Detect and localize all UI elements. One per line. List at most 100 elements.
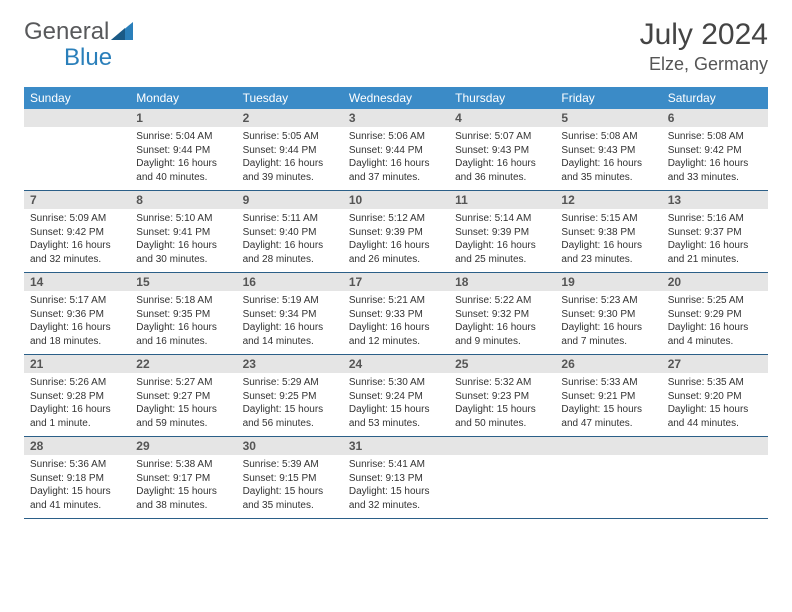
day-number: 19: [555, 273, 661, 291]
day-data: Sunrise: 5:17 AMSunset: 9:36 PMDaylight:…: [24, 291, 130, 354]
daylight-line: and 7 minutes.: [561, 335, 655, 349]
dow-wednesday: Wednesday: [343, 87, 449, 109]
day-number: 4: [449, 109, 555, 127]
day-cell: 1Sunrise: 5:04 AMSunset: 9:44 PMDaylight…: [130, 109, 236, 191]
sunset-line: Sunset: 9:38 PM: [561, 226, 655, 240]
daylight-line: Daylight: 15 hours: [30, 485, 124, 499]
day-data: Sunrise: 5:10 AMSunset: 9:41 PMDaylight:…: [130, 209, 236, 272]
sunset-line: Sunset: 9:41 PM: [136, 226, 230, 240]
sunrise-line: Sunrise: 5:22 AM: [455, 294, 549, 308]
daylight-line: Daylight: 16 hours: [668, 157, 762, 171]
day-data: Sunrise: 5:41 AMSunset: 9:13 PMDaylight:…: [343, 455, 449, 518]
day-cell: [449, 437, 555, 519]
day-cell: 25Sunrise: 5:32 AMSunset: 9:23 PMDayligh…: [449, 355, 555, 437]
daylight-line: and 4 minutes.: [668, 335, 762, 349]
daylight-line: Daylight: 16 hours: [668, 239, 762, 253]
day-cell: 2Sunrise: 5:05 AMSunset: 9:44 PMDaylight…: [237, 109, 343, 191]
daylight-line: Daylight: 16 hours: [30, 321, 124, 335]
day-data: Sunrise: 5:36 AMSunset: 9:18 PMDaylight:…: [24, 455, 130, 518]
day-data: Sunrise: 5:21 AMSunset: 9:33 PMDaylight:…: [343, 291, 449, 354]
sunrise-line: Sunrise: 5:05 AM: [243, 130, 337, 144]
sunrise-line: Sunrise: 5:14 AM: [455, 212, 549, 226]
day-cell: 27Sunrise: 5:35 AMSunset: 9:20 PMDayligh…: [662, 355, 768, 437]
day-number: 18: [449, 273, 555, 291]
day-number: 29: [130, 437, 236, 455]
month-title: July 2024: [640, 18, 768, 52]
sunrise-line: Sunrise: 5:19 AM: [243, 294, 337, 308]
title-block: July 2024 Elze, Germany: [640, 18, 768, 75]
daylight-line: Daylight: 16 hours: [349, 321, 443, 335]
daylight-line: Daylight: 16 hours: [561, 321, 655, 335]
day-cell: 16Sunrise: 5:19 AMSunset: 9:34 PMDayligh…: [237, 273, 343, 355]
day-cell: 24Sunrise: 5:30 AMSunset: 9:24 PMDayligh…: [343, 355, 449, 437]
sunset-line: Sunset: 9:28 PM: [30, 390, 124, 404]
dow-header-row: Sunday Monday Tuesday Wednesday Thursday…: [24, 87, 768, 109]
daylight-line: Daylight: 15 hours: [349, 485, 443, 499]
day-data: Sunrise: 5:15 AMSunset: 9:38 PMDaylight:…: [555, 209, 661, 272]
sunset-line: Sunset: 9:39 PM: [455, 226, 549, 240]
sunrise-line: Sunrise: 5:41 AM: [349, 458, 443, 472]
daylight-line: and 35 minutes.: [561, 171, 655, 185]
daylight-line: Daylight: 15 hours: [349, 403, 443, 417]
day-cell: 22Sunrise: 5:27 AMSunset: 9:27 PMDayligh…: [130, 355, 236, 437]
day-number: 6: [662, 109, 768, 127]
day-number: 20: [662, 273, 768, 291]
day-cell: [24, 109, 130, 191]
day-data: Sunrise: 5:32 AMSunset: 9:23 PMDaylight:…: [449, 373, 555, 436]
dow-monday: Monday: [130, 87, 236, 109]
daylight-line: Daylight: 15 hours: [136, 485, 230, 499]
sunrise-line: Sunrise: 5:06 AM: [349, 130, 443, 144]
sunrise-line: Sunrise: 5:39 AM: [243, 458, 337, 472]
day-number: 12: [555, 191, 661, 209]
day-number: 16: [237, 273, 343, 291]
sunset-line: Sunset: 9:44 PM: [243, 144, 337, 158]
logo-text-general: General: [24, 18, 109, 46]
day-data: Sunrise: 5:08 AMSunset: 9:43 PMDaylight:…: [555, 127, 661, 190]
day-data: [662, 455, 768, 513]
day-cell: 14Sunrise: 5:17 AMSunset: 9:36 PMDayligh…: [24, 273, 130, 355]
daylight-line: and 38 minutes.: [136, 499, 230, 513]
sunset-line: Sunset: 9:20 PM: [668, 390, 762, 404]
daylight-line: Daylight: 15 hours: [243, 403, 337, 417]
daylight-line: and 21 minutes.: [668, 253, 762, 267]
daylight-line: Daylight: 16 hours: [30, 239, 124, 253]
day-data: Sunrise: 5:33 AMSunset: 9:21 PMDaylight:…: [555, 373, 661, 436]
daylight-line: Daylight: 16 hours: [243, 321, 337, 335]
day-cell: 21Sunrise: 5:26 AMSunset: 9:28 PMDayligh…: [24, 355, 130, 437]
sunset-line: Sunset: 9:18 PM: [30, 472, 124, 486]
logo-text-blue: Blue: [64, 44, 112, 72]
day-number: 27: [662, 355, 768, 373]
sunrise-line: Sunrise: 5:21 AM: [349, 294, 443, 308]
week-row: 7Sunrise: 5:09 AMSunset: 9:42 PMDaylight…: [24, 191, 768, 273]
day-data: Sunrise: 5:07 AMSunset: 9:43 PMDaylight:…: [449, 127, 555, 190]
daylight-line: and 26 minutes.: [349, 253, 443, 267]
day-number: 8: [130, 191, 236, 209]
daylight-line: and 12 minutes.: [349, 335, 443, 349]
day-number: 28: [24, 437, 130, 455]
sunrise-line: Sunrise: 5:16 AM: [668, 212, 762, 226]
day-number: 7: [24, 191, 130, 209]
daylight-line: and 50 minutes.: [455, 417, 549, 431]
day-number: [24, 109, 130, 127]
sunset-line: Sunset: 9:25 PM: [243, 390, 337, 404]
day-number: 23: [237, 355, 343, 373]
day-data: Sunrise: 5:19 AMSunset: 9:34 PMDaylight:…: [237, 291, 343, 354]
day-cell: 12Sunrise: 5:15 AMSunset: 9:38 PMDayligh…: [555, 191, 661, 273]
daylight-line: and 1 minute.: [30, 417, 124, 431]
day-data: Sunrise: 5:39 AMSunset: 9:15 PMDaylight:…: [237, 455, 343, 518]
day-number: 30: [237, 437, 343, 455]
week-row: 1Sunrise: 5:04 AMSunset: 9:44 PMDaylight…: [24, 109, 768, 191]
week-row: 28Sunrise: 5:36 AMSunset: 9:18 PMDayligh…: [24, 437, 768, 519]
day-data: [555, 455, 661, 513]
day-data: Sunrise: 5:11 AMSunset: 9:40 PMDaylight:…: [237, 209, 343, 272]
sunset-line: Sunset: 9:36 PM: [30, 308, 124, 322]
daylight-line: Daylight: 16 hours: [243, 157, 337, 171]
day-data: Sunrise: 5:08 AMSunset: 9:42 PMDaylight:…: [662, 127, 768, 190]
sunset-line: Sunset: 9:35 PM: [136, 308, 230, 322]
day-cell: 17Sunrise: 5:21 AMSunset: 9:33 PMDayligh…: [343, 273, 449, 355]
sunset-line: Sunset: 9:44 PM: [136, 144, 230, 158]
daylight-line: Daylight: 16 hours: [136, 157, 230, 171]
day-cell: 10Sunrise: 5:12 AMSunset: 9:39 PMDayligh…: [343, 191, 449, 273]
day-cell: 13Sunrise: 5:16 AMSunset: 9:37 PMDayligh…: [662, 191, 768, 273]
daylight-line: Daylight: 15 hours: [561, 403, 655, 417]
